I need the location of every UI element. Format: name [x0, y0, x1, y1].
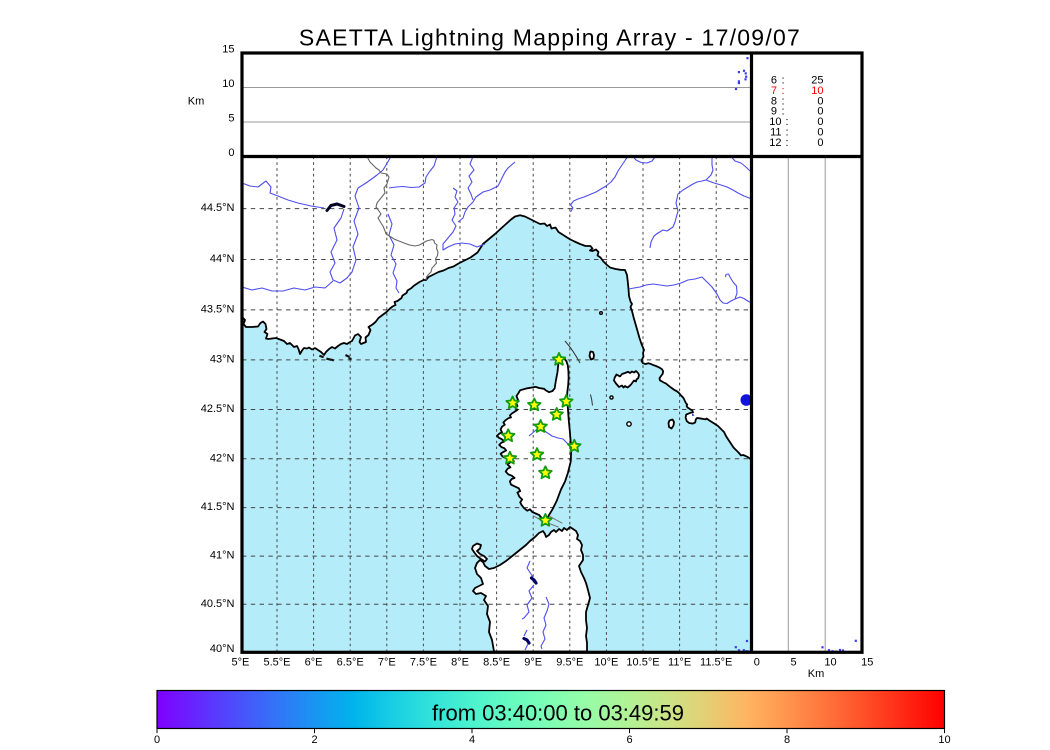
svg-text:6: 6 — [626, 734, 632, 746]
svg-text:10.5°E: 10.5°E — [626, 657, 659, 669]
svg-text:5: 5 — [791, 657, 797, 669]
svg-text::: : — [782, 75, 785, 87]
svg-text:10: 10 — [769, 116, 781, 128]
svg-text:15: 15 — [861, 657, 873, 669]
svg-text:6°E: 6°E — [305, 657, 323, 669]
svg-text:41°N: 41°N — [210, 550, 235, 562]
svg-text:10: 10 — [222, 78, 234, 90]
svg-text:42°N: 42°N — [210, 452, 235, 464]
svg-text:4: 4 — [469, 734, 475, 746]
svg-text:11: 11 — [770, 127, 781, 139]
svg-text:5: 5 — [228, 113, 234, 125]
svg-text:0: 0 — [817, 137, 823, 149]
svg-text:Km: Km — [808, 668, 825, 680]
svg-text:7: 7 — [771, 85, 777, 97]
svg-text:11°E: 11°E — [668, 657, 691, 669]
svg-text:0: 0 — [817, 95, 823, 107]
svg-text:9.5°E: 9.5°E — [556, 657, 583, 669]
svg-text:0: 0 — [817, 116, 823, 128]
svg-text:43.5°N: 43.5°N — [201, 304, 235, 316]
svg-text:10°E: 10°E — [594, 657, 618, 669]
svg-text:6.5°E: 6.5°E — [337, 657, 364, 669]
svg-text:10: 10 — [811, 85, 823, 97]
svg-text:41.5°N: 41.5°N — [201, 501, 235, 513]
svg-text:0: 0 — [817, 127, 823, 139]
svg-text:0: 0 — [228, 147, 234, 159]
svg-text:44.5°N: 44.5°N — [201, 202, 235, 214]
svg-text:5°E: 5°E — [231, 657, 249, 669]
svg-text:7°E: 7°E — [378, 657, 396, 669]
svg-text:11.5°E: 11.5°E — [700, 657, 732, 669]
svg-text:from 03:40:00 to 03:49:59: from 03:40:00 to 03:49:59 — [432, 701, 684, 726]
svg-text:0: 0 — [817, 106, 823, 118]
svg-text:25: 25 — [811, 75, 823, 87]
svg-text:0: 0 — [754, 657, 760, 669]
svg-text:10: 10 — [938, 734, 950, 746]
svg-text::: : — [786, 116, 789, 128]
svg-text:Km: Km — [188, 96, 205, 108]
svg-text:SAETTA Lightning Mapping Array: SAETTA Lightning Mapping Array - 17/09/0… — [299, 25, 801, 51]
svg-text:42.5°N: 42.5°N — [201, 403, 235, 415]
svg-text:15: 15 — [222, 44, 234, 56]
svg-text:12: 12 — [769, 137, 781, 149]
svg-text:8: 8 — [771, 95, 777, 107]
svg-text:44°N: 44°N — [210, 253, 235, 265]
svg-text::: : — [786, 127, 789, 139]
svg-text::: : — [786, 137, 789, 149]
svg-text:6: 6 — [771, 75, 777, 87]
svg-text:40.5°N: 40.5°N — [201, 598, 235, 610]
svg-text::: : — [782, 85, 785, 97]
svg-text:0: 0 — [154, 734, 160, 746]
svg-text:5.5°E: 5.5°E — [263, 657, 290, 669]
svg-text:7.5°E: 7.5°E — [410, 657, 437, 669]
svg-text:8°E: 8°E — [451, 657, 469, 669]
svg-text:40°N: 40°N — [210, 643, 235, 655]
svg-text:8: 8 — [784, 734, 790, 746]
svg-text::: : — [782, 106, 785, 118]
svg-text:8.5°E: 8.5°E — [483, 657, 510, 669]
svg-text::: : — [782, 95, 785, 107]
svg-text:43°N: 43°N — [210, 354, 235, 366]
svg-text:2: 2 — [311, 734, 317, 746]
svg-text:10: 10 — [824, 657, 836, 669]
svg-text:9°E: 9°E — [524, 657, 542, 669]
svg-text:9: 9 — [771, 106, 777, 118]
